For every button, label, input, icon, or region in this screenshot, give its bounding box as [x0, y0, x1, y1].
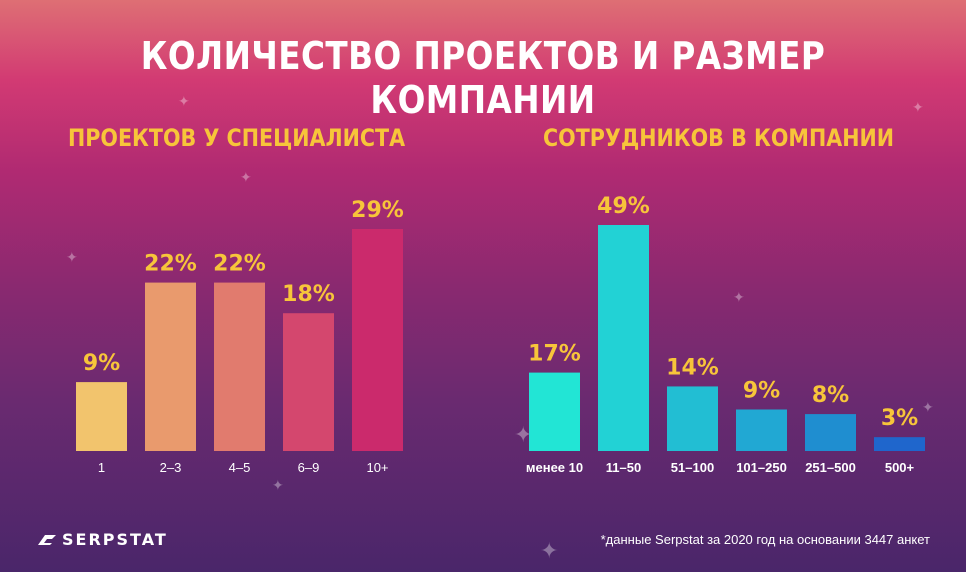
tick-label-1-5: 500+ — [885, 460, 915, 475]
sparkle-icon: ✦ — [272, 477, 284, 493]
sparkle-icon: ✦ — [178, 93, 190, 109]
data-label-1-3: 9% — [743, 378, 780, 403]
sparkle-icon: ✦ — [733, 289, 745, 305]
data-label-1-1: 49% — [597, 194, 650, 219]
data-label-1-0: 17% — [528, 342, 581, 367]
sparkle-icon: ✦ — [66, 249, 78, 265]
bar-1-4 — [805, 414, 856, 451]
bar-1-1 — [598, 225, 649, 451]
tick-label-1-4: 251–500 — [805, 460, 856, 475]
chart-right-title: СОТРУДНИКОВ В КОМПАНИИ — [543, 124, 895, 152]
tick-label-0-3: 6–9 — [298, 460, 320, 475]
bar-1-0 — [529, 372, 580, 451]
serpstat-logo: SERPSTAT — [36, 530, 168, 549]
tick-label-1-1: 11–50 — [606, 460, 641, 475]
chart-left-title: ПРОЕКТОВ У СПЕЦИАЛИСТА — [68, 124, 406, 152]
sparkle-icon: ✦ — [922, 399, 934, 415]
logo-text: SERPSTAT — [62, 530, 168, 549]
footnote: *данные Serpstat за 2020 год на основани… — [600, 532, 930, 547]
tick-label-0-4: 10+ — [366, 460, 388, 475]
data-label-1-2: 14% — [666, 355, 719, 380]
serpstat-logo-icon — [38, 534, 56, 545]
bar-0-0 — [76, 382, 127, 451]
bar-1-2 — [667, 386, 718, 451]
bar-1-5 — [874, 437, 925, 451]
sparkle-icon: ✦ — [240, 169, 252, 185]
bar-0-1 — [145, 282, 196, 451]
data-label-0-1: 22% — [144, 252, 197, 277]
tick-label-0-1: 2–3 — [160, 460, 182, 475]
bar-1-3 — [736, 409, 787, 451]
data-label-1-4: 8% — [812, 383, 849, 408]
page-title: КОЛИЧЕСТВО ПРОЕКТОВ И РАЗМЕР КОМПАНИИ — [140, 34, 826, 122]
data-label-1-5: 3% — [881, 406, 918, 431]
tick-label-1-0: менее 10 — [526, 460, 583, 475]
bar-0-2 — [214, 282, 265, 451]
tick-label-0-0: 1 — [98, 460, 105, 475]
tick-label-1-2: 51–100 — [671, 460, 714, 475]
sparkle-icon: ✦ — [540, 538, 559, 563]
bar-0-3 — [283, 313, 334, 451]
sparkle-icon: ✦ — [912, 99, 924, 115]
tick-label-0-2: 4–5 — [229, 460, 251, 475]
data-label-0-3: 18% — [282, 282, 335, 307]
tick-label-1-3: 101–250 — [736, 460, 787, 475]
data-label-0-4: 29% — [351, 198, 404, 223]
sparkle-icon: ✦ — [514, 422, 533, 447]
data-label-0-2: 22% — [213, 252, 266, 277]
bar-0-4 — [352, 229, 403, 451]
data-label-0-0: 9% — [83, 351, 120, 376]
